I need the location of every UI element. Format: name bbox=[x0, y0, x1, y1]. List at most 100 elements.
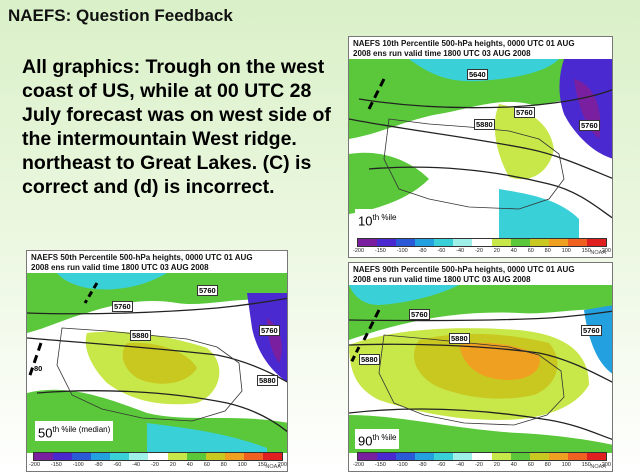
colorbar-tick-label: 20 bbox=[493, 248, 500, 254]
colorbar bbox=[33, 452, 283, 461]
contour-label: 5760 bbox=[197, 285, 218, 296]
contour-label: 5880 bbox=[257, 375, 278, 386]
colorbar-tick-label: -60 bbox=[437, 248, 446, 254]
colorbar-swatch bbox=[34, 453, 54, 460]
colorbar-swatch bbox=[53, 453, 73, 460]
colorbar-ticks: -200 -150 -100 -80 -60 -40 -20 20 40 60 80 100 150 20… bbox=[353, 248, 611, 254]
colorbar-tick-label: 60 bbox=[203, 462, 210, 468]
colorbar-swatch bbox=[529, 239, 549, 246]
colorbar-tick-label: 60 bbox=[527, 462, 534, 468]
contour-label: 5760 bbox=[259, 325, 280, 336]
colorbar-swatch bbox=[510, 453, 530, 460]
map-panel-50th: NAEFS 50th Percentile 500-hPa heights, 0… bbox=[26, 250, 288, 472]
contour-label: 5760 bbox=[579, 120, 600, 131]
colorbar-tick-label: -150 bbox=[374, 248, 386, 254]
colorbar-tick-label: -80 bbox=[418, 462, 427, 468]
colorbar-tick-label: 80 bbox=[220, 462, 227, 468]
colorbar-swatch bbox=[415, 453, 435, 460]
colorbar-swatch bbox=[586, 239, 607, 246]
colorbar-tick-label: -20 bbox=[150, 462, 159, 468]
colorbar-swatch bbox=[415, 239, 435, 246]
colorbar-swatch bbox=[358, 239, 378, 246]
contour-label: 5760 bbox=[409, 309, 430, 320]
colorbar-tick-label: 80 bbox=[544, 462, 551, 468]
colorbar-swatch bbox=[129, 453, 149, 460]
colorbar-swatch bbox=[491, 453, 511, 460]
slide-title: NAEFS: Question Feedback bbox=[8, 6, 233, 25]
colorbar-swatch bbox=[186, 453, 206, 460]
colorbar-ticks: -200 -150 -100 -80 -60 -40 -20 20 40 60 80 100 150 20… bbox=[29, 462, 287, 468]
colorbar-swatch bbox=[167, 453, 187, 460]
colorbar-tick-label: -200 bbox=[353, 462, 365, 468]
colorbar-swatch bbox=[377, 239, 397, 246]
colorbar-swatch bbox=[434, 239, 454, 246]
colorbar-swatch bbox=[529, 453, 549, 460]
colorbar-tick-label: -40 bbox=[456, 462, 465, 468]
colorbar-tick-label: 40 bbox=[510, 248, 517, 254]
slide-body-text: All graphics: Trough on the west coast o… bbox=[22, 56, 331, 198]
colorbar-tick-label: -150 bbox=[374, 462, 386, 468]
colorbar-tick-label: -80 bbox=[94, 462, 103, 468]
colorbar-swatch bbox=[224, 453, 244, 460]
colorbar-swatch bbox=[110, 453, 130, 460]
colorbar-tick-label: 200 bbox=[601, 462, 611, 468]
contour-label: 5760 bbox=[581, 325, 602, 336]
colorbar-swatch bbox=[586, 453, 607, 460]
colorbar-tick-label: 150 bbox=[257, 462, 267, 468]
colorbar-swatch bbox=[72, 453, 92, 460]
colorbar-tick-label: -20 bbox=[474, 248, 483, 254]
colorbar-tick-label: 100 bbox=[237, 462, 247, 468]
colorbar-swatch bbox=[377, 453, 397, 460]
colorbar-swatch bbox=[434, 453, 454, 460]
colorbar-tick-label: -100 bbox=[396, 462, 408, 468]
colorbar-tick-label: 40 bbox=[510, 462, 517, 468]
colorbar-swatch bbox=[243, 453, 263, 460]
colorbar-swatch bbox=[453, 453, 473, 460]
map-header: NAEFS 50th Percentile 500-hPa heights, 0… bbox=[31, 253, 253, 272]
colorbar-swatch bbox=[148, 453, 168, 460]
height-map bbox=[349, 59, 612, 239]
colorbar-tick-label: -200 bbox=[353, 248, 365, 254]
noaa-label: NOAA bbox=[265, 464, 281, 470]
colorbar-tick-label: 20 bbox=[169, 462, 176, 468]
colorbar-tick-label: -80 bbox=[418, 248, 427, 254]
colorbar-tick-label: -60 bbox=[437, 462, 446, 468]
percentile-label: 90th %ile bbox=[355, 429, 400, 450]
colorbar-tick-label: 40 bbox=[186, 462, 193, 468]
map-header: NAEFS 90th Percentile 500-hPa heights, 0… bbox=[353, 265, 575, 284]
map-header: NAEFS 10th Percentile 500-hPa heights, 0… bbox=[353, 39, 575, 58]
colorbar-swatch bbox=[205, 453, 225, 460]
contour-label: 5760 bbox=[514, 107, 535, 118]
colorbar-swatch bbox=[472, 453, 492, 460]
colorbar-tick-label: 150 bbox=[581, 462, 591, 468]
colorbar-swatch bbox=[491, 239, 511, 246]
contour-label: 5640 bbox=[467, 69, 488, 80]
colorbar-tick-label: 20 bbox=[493, 462, 500, 468]
colorbar-swatch bbox=[396, 239, 416, 246]
colorbar-tick-label: 100 bbox=[561, 462, 571, 468]
contour-label: 5880 bbox=[359, 354, 380, 365]
colorbar-tick-label: 150 bbox=[581, 248, 591, 254]
colorbar-swatch bbox=[358, 453, 378, 460]
colorbar-tick-label: 100 bbox=[561, 248, 571, 254]
map-panel-90th: NAEFS 90th Percentile 500-hPa heights, 0… bbox=[348, 262, 613, 472]
contour-label: 5880 bbox=[449, 333, 470, 344]
contour-label: 5760 bbox=[112, 301, 133, 312]
noaa-label: NOAA bbox=[590, 464, 606, 470]
contour-label: 5880 bbox=[130, 330, 151, 341]
colorbar-swatch bbox=[548, 453, 568, 460]
colorbar-swatch bbox=[453, 239, 473, 246]
height-map bbox=[349, 285, 612, 453]
colorbar-swatch bbox=[510, 239, 530, 246]
colorbar-tick-label: 200 bbox=[601, 248, 611, 254]
colorbar bbox=[357, 238, 607, 247]
colorbar-tick-label: -20 bbox=[474, 462, 483, 468]
colorbar-tick-label: -150 bbox=[50, 462, 62, 468]
colorbar-swatch bbox=[567, 239, 587, 246]
colorbar-tick-label: 60 bbox=[527, 248, 534, 254]
noaa-label: NOAA bbox=[590, 250, 606, 256]
colorbar-tick-label: 80 bbox=[544, 248, 551, 254]
colorbar-swatch bbox=[548, 239, 568, 246]
colorbar-swatch bbox=[91, 453, 111, 460]
colorbar-ticks: -200 -150 -100 -80 -60 -40 -20 20 40 60 80 100 150 20… bbox=[353, 462, 611, 468]
